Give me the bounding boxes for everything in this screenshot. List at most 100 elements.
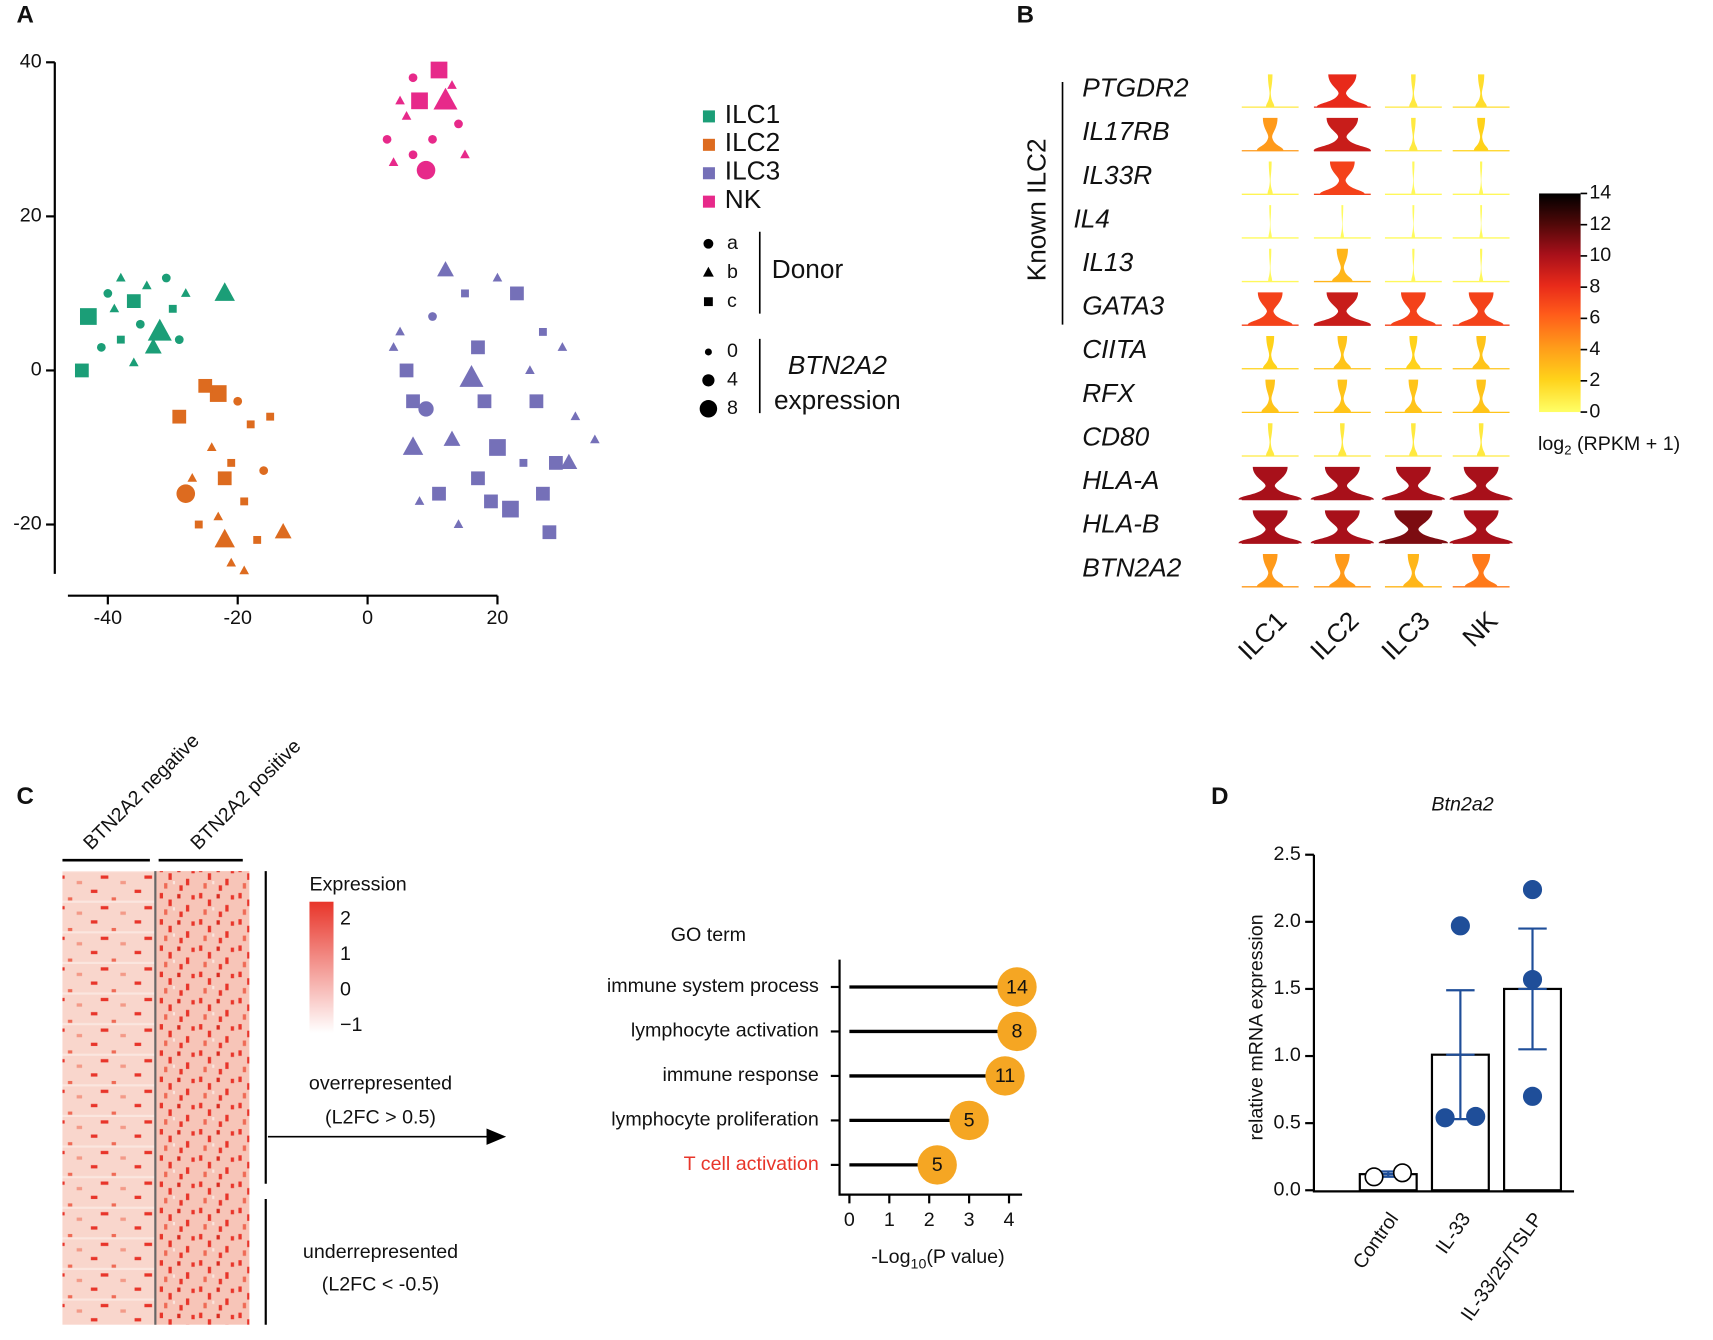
label-sub: 10 xyxy=(911,1256,927,1272)
point xyxy=(529,394,544,409)
point xyxy=(239,565,250,575)
point xyxy=(233,396,243,406)
point xyxy=(519,458,528,467)
count-label: 11 xyxy=(995,1065,1015,1087)
point xyxy=(174,335,184,345)
violin xyxy=(1262,335,1278,369)
point xyxy=(549,456,563,470)
heatmap-column-label: BTN2A2 positive xyxy=(186,735,305,854)
data-point xyxy=(1522,969,1543,990)
violin xyxy=(1333,379,1352,413)
label-part: (P value) xyxy=(926,1246,1004,1268)
gene-label: IL17RB xyxy=(1082,116,1169,146)
point xyxy=(180,288,191,297)
point xyxy=(388,342,399,351)
colorbar-tick-label: 0 xyxy=(1589,400,1600,422)
data-point xyxy=(1435,1108,1455,1128)
gene-label: PTGDR2 xyxy=(1082,73,1189,103)
legend-label: NK xyxy=(725,184,762,214)
count-label: 14 xyxy=(1006,976,1028,998)
size-title: expression xyxy=(774,385,901,415)
colorbar-label: log2 (RPKM + 1) xyxy=(1538,433,1680,458)
category-label: T cell activation xyxy=(684,1153,819,1175)
colorbar-tick-label: 14 xyxy=(1589,182,1611,204)
group-text: underrepresented xyxy=(303,1241,458,1263)
point xyxy=(510,286,524,301)
point xyxy=(253,535,262,544)
count-label: 8 xyxy=(1012,1021,1023,1043)
y-axis-label: relative mRNA expression xyxy=(1245,914,1267,1140)
colorbar-tick-label: 8 xyxy=(1589,275,1600,297)
size-symbol xyxy=(702,374,715,387)
chart-title: GO term xyxy=(671,924,746,946)
violin xyxy=(1409,74,1418,108)
point xyxy=(432,486,446,501)
heatmap-legend-tick: 0 xyxy=(340,979,351,1001)
donor-symbol xyxy=(703,297,713,307)
point xyxy=(443,430,461,446)
point xyxy=(492,272,503,282)
y-tick-label: 20 xyxy=(20,205,42,227)
violin xyxy=(1266,74,1275,108)
violin xyxy=(1313,292,1371,326)
gene-label: CIITA xyxy=(1082,334,1147,364)
violin xyxy=(1338,423,1347,456)
gene-label: IL4 xyxy=(1073,203,1109,233)
data-point xyxy=(1364,1167,1384,1187)
point xyxy=(570,411,581,421)
violin xyxy=(1449,466,1513,500)
point xyxy=(428,312,437,321)
point xyxy=(214,282,235,301)
category-label: immune system process xyxy=(607,975,819,997)
lollipop-head xyxy=(997,967,1037,1007)
data-point xyxy=(1522,880,1543,900)
point xyxy=(144,338,162,354)
label-sub: 2 xyxy=(1564,443,1571,458)
violin xyxy=(1409,117,1418,151)
violin xyxy=(1378,510,1449,544)
point xyxy=(198,378,213,393)
colorbar-tick-label: 2 xyxy=(1589,369,1600,391)
point xyxy=(213,511,224,521)
point xyxy=(433,87,458,110)
violin xyxy=(1472,335,1490,369)
point xyxy=(454,119,463,129)
point xyxy=(274,523,292,539)
point xyxy=(209,385,227,402)
point xyxy=(560,453,578,470)
violin xyxy=(1238,466,1302,500)
point xyxy=(116,335,125,344)
axes xyxy=(838,959,1023,1196)
data-point xyxy=(1522,1086,1543,1106)
point xyxy=(408,150,418,160)
violin xyxy=(1267,161,1273,195)
heatmap-legend-title: Expression xyxy=(309,874,406,896)
point xyxy=(459,365,484,387)
violin xyxy=(1333,335,1352,369)
data-point xyxy=(1466,1106,1486,1127)
y-tick-label: 0.5 xyxy=(1273,1111,1300,1133)
point xyxy=(395,95,405,105)
lollipop-head xyxy=(949,1100,989,1141)
violin xyxy=(1411,205,1416,238)
y-tick-label: 1.5 xyxy=(1273,977,1300,999)
point xyxy=(147,318,172,341)
x-axis-label: -Log10(P value) xyxy=(871,1246,1004,1272)
axes xyxy=(53,62,498,597)
point xyxy=(460,149,470,159)
count-label: 5 xyxy=(932,1154,943,1176)
error-bar xyxy=(1446,989,1475,1121)
point xyxy=(399,363,414,378)
gene-label: RFX xyxy=(1082,378,1136,408)
point xyxy=(430,61,448,79)
gene-label: BTN2A2 xyxy=(1082,552,1182,582)
point xyxy=(382,134,392,144)
violin xyxy=(1247,292,1293,326)
chart-title: Btn2a2 xyxy=(1431,794,1493,816)
heatmap-positive xyxy=(155,871,250,1325)
category-label: lymphocyte proliferation xyxy=(611,1109,819,1131)
point xyxy=(525,365,535,374)
point xyxy=(414,496,425,505)
lollipop-head xyxy=(917,1145,957,1185)
point xyxy=(246,420,255,429)
